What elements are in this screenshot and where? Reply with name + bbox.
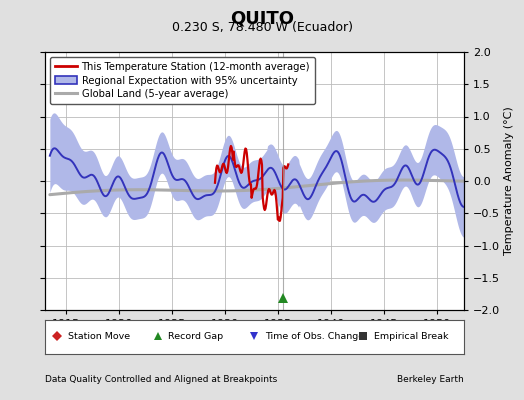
Text: Empirical Break: Empirical Break <box>374 332 448 341</box>
Text: Record Gap: Record Gap <box>168 332 223 341</box>
Text: Berkeley Earth: Berkeley Earth <box>397 375 464 384</box>
Legend: This Temperature Station (12-month average), Regional Expectation with 95% uncer: This Temperature Station (12-month avera… <box>50 57 315 104</box>
Text: 0.230 S, 78.480 W (Ecuador): 0.230 S, 78.480 W (Ecuador) <box>171 21 353 34</box>
Y-axis label: Temperature Anomaly (°C): Temperature Anomaly (°C) <box>504 107 514 255</box>
Text: Data Quality Controlled and Aligned at Breakpoints: Data Quality Controlled and Aligned at B… <box>45 375 277 384</box>
Text: Time of Obs. Change: Time of Obs. Change <box>265 332 364 341</box>
Text: QUITO: QUITO <box>230 10 294 28</box>
Text: Station Move: Station Move <box>68 332 130 341</box>
